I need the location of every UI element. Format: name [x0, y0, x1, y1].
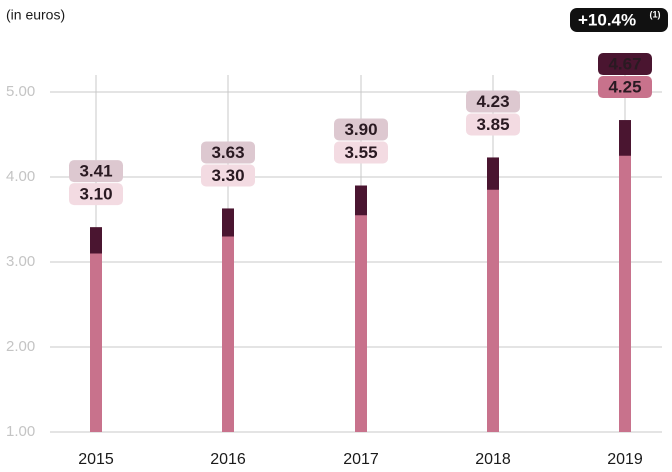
- x-tick-label: 2017: [343, 451, 379, 468]
- bar: [487, 189, 499, 432]
- x-tick-label: 2016: [210, 451, 246, 468]
- value-label-box: [466, 113, 520, 136]
- annotation: +10.4%: [578, 10, 636, 29]
- value-label: 3.85: [476, 115, 509, 134]
- value-label-box: [334, 118, 388, 141]
- annotation-note: (1): [650, 9, 661, 19]
- value-label-box: [69, 160, 123, 183]
- value-label-box: [466, 90, 520, 113]
- value-label-box: [598, 76, 652, 99]
- value-label-box: [598, 53, 652, 76]
- x-tick-label: 2015: [78, 451, 114, 468]
- y-tick-label: 3.00: [6, 253, 35, 270]
- value-label: 3.30: [211, 166, 244, 185]
- value-label-box: [201, 141, 255, 164]
- bar: [90, 253, 102, 432]
- value-label: 3.10: [79, 185, 112, 204]
- bar: [355, 215, 367, 432]
- value-label: 4.67: [608, 55, 641, 74]
- value-label-box: [69, 183, 123, 206]
- x-tick-label: 2018: [475, 451, 511, 468]
- value-label: 3.63: [211, 143, 244, 162]
- y-tick-label: 1.00: [6, 423, 35, 440]
- y-tick-label: 5.00: [6, 83, 35, 100]
- value-label: 3.55: [344, 143, 377, 162]
- value-label: 4.25: [608, 78, 641, 97]
- y-tick-label: 2.00: [6, 338, 35, 355]
- bar: [619, 155, 631, 432]
- value-label: 4.23: [476, 92, 509, 111]
- value-label-box: [334, 141, 388, 164]
- y-tick-label: 4.00: [6, 168, 35, 185]
- x-tick-label: 2019: [607, 451, 643, 468]
- value-label-box: [201, 164, 255, 187]
- value-label: 3.90: [344, 120, 377, 139]
- bar: [222, 236, 234, 432]
- value-label: 3.41: [79, 162, 112, 181]
- subtitle: (in euros): [6, 7, 65, 23]
- annotation-badge: [570, 8, 668, 32]
